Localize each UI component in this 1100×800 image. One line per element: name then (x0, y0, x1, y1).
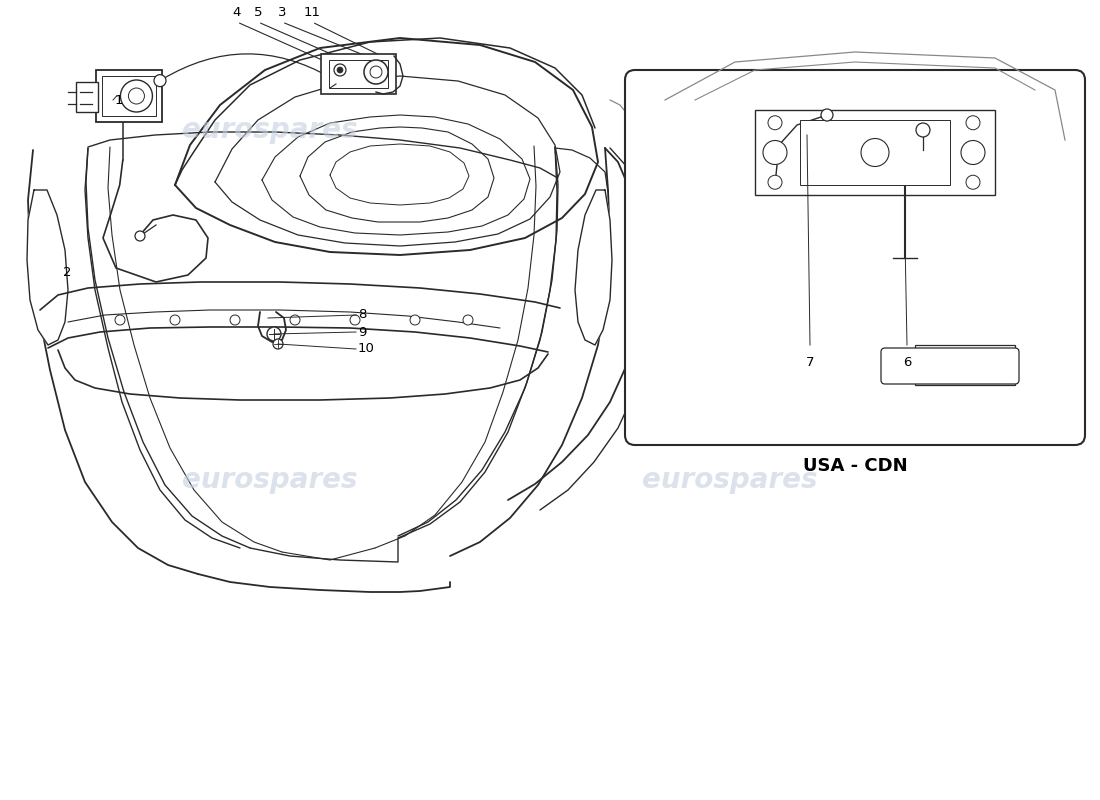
Circle shape (364, 60, 388, 84)
Circle shape (170, 315, 180, 325)
Circle shape (966, 175, 980, 190)
FancyBboxPatch shape (320, 54, 396, 94)
Circle shape (966, 116, 980, 130)
Circle shape (768, 175, 782, 190)
Text: USA - CDN: USA - CDN (803, 457, 908, 475)
FancyBboxPatch shape (102, 76, 156, 116)
Polygon shape (575, 190, 612, 345)
FancyBboxPatch shape (915, 345, 1015, 385)
FancyBboxPatch shape (76, 82, 98, 112)
Polygon shape (28, 190, 68, 345)
Text: 5: 5 (254, 6, 262, 19)
Circle shape (334, 64, 346, 76)
Circle shape (273, 339, 283, 349)
Circle shape (120, 80, 153, 112)
FancyBboxPatch shape (329, 60, 387, 88)
Circle shape (916, 123, 930, 137)
Circle shape (410, 315, 420, 325)
Text: 2: 2 (64, 266, 72, 278)
Text: 9: 9 (358, 326, 366, 338)
Text: eurospares: eurospares (642, 466, 817, 494)
Circle shape (763, 141, 786, 165)
Text: 8: 8 (358, 309, 366, 322)
Text: 11: 11 (304, 6, 320, 19)
Text: eurospares: eurospares (642, 116, 817, 144)
Circle shape (154, 74, 166, 86)
Text: 7: 7 (805, 357, 814, 370)
Circle shape (116, 315, 125, 325)
Text: 1: 1 (116, 94, 123, 106)
Circle shape (463, 315, 473, 325)
Circle shape (350, 315, 360, 325)
Circle shape (961, 141, 984, 165)
Circle shape (861, 138, 889, 166)
Text: eurospares: eurospares (183, 116, 358, 144)
FancyBboxPatch shape (96, 70, 162, 122)
Circle shape (370, 66, 382, 78)
Circle shape (129, 88, 144, 104)
Text: 10: 10 (358, 342, 375, 355)
Text: 4: 4 (233, 6, 241, 19)
Text: 6: 6 (903, 357, 911, 370)
Text: 3: 3 (277, 6, 286, 19)
FancyBboxPatch shape (881, 348, 1019, 384)
Circle shape (290, 315, 300, 325)
FancyBboxPatch shape (755, 110, 996, 195)
FancyBboxPatch shape (800, 120, 950, 185)
Circle shape (230, 315, 240, 325)
Circle shape (337, 67, 343, 73)
Text: eurospares: eurospares (183, 466, 358, 494)
Circle shape (768, 116, 782, 130)
Circle shape (135, 231, 145, 241)
FancyBboxPatch shape (625, 70, 1085, 445)
Circle shape (267, 327, 280, 341)
Circle shape (821, 109, 833, 121)
